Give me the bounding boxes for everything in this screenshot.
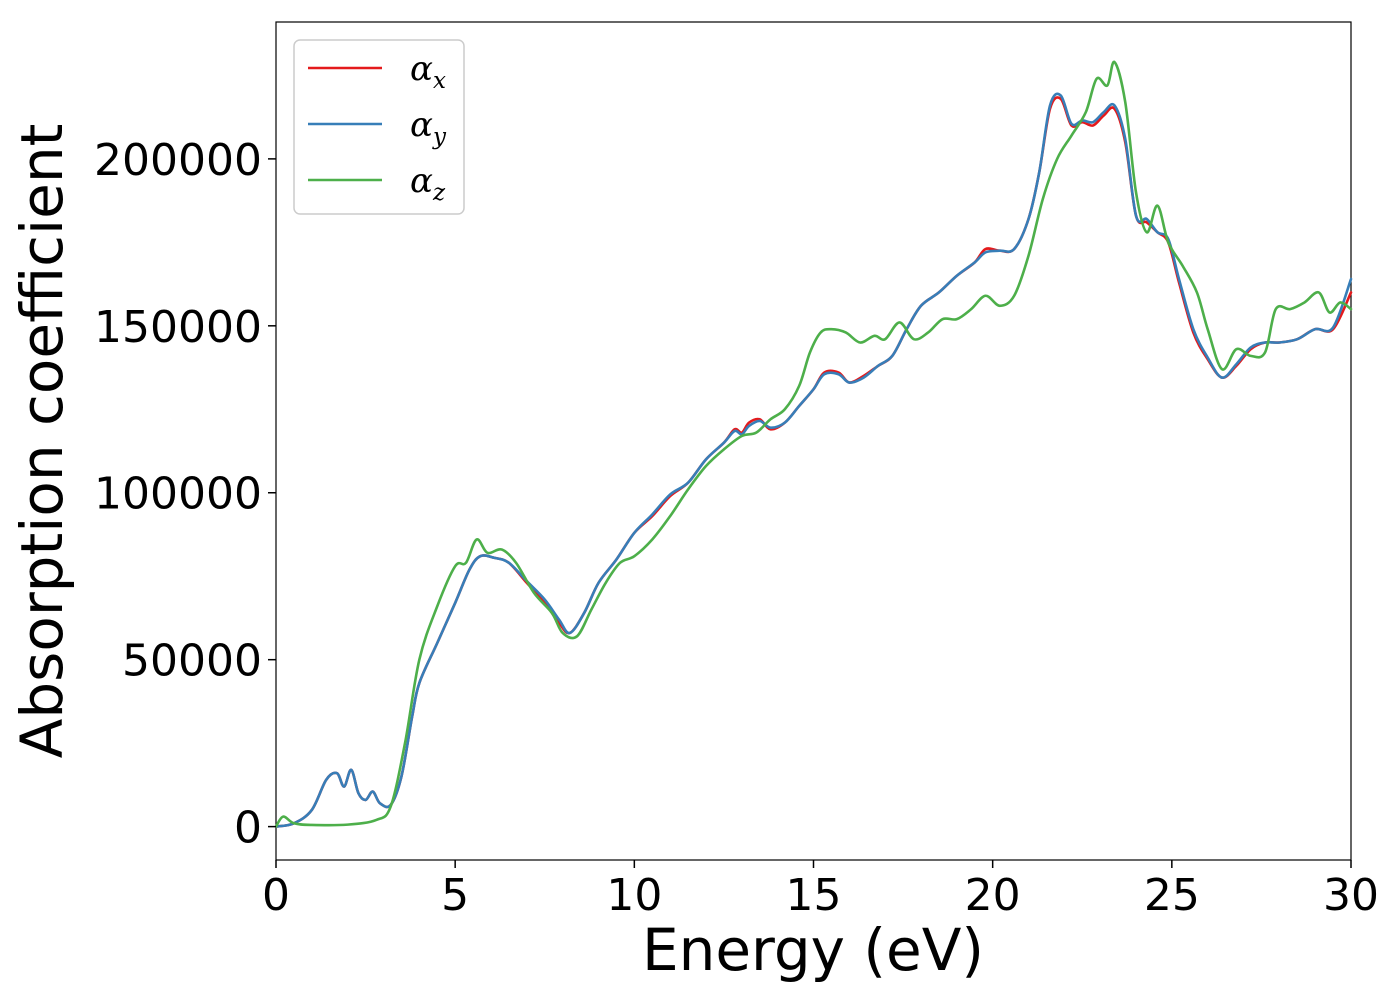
x-tick-label: 20: [965, 870, 1021, 921]
y-tick-label: 150000: [94, 302, 262, 353]
x-tick-label: 25: [1144, 870, 1200, 921]
y-tick-label: 50000: [122, 636, 262, 687]
y-tick-label: 0: [234, 803, 262, 854]
x-tick-label: 0: [262, 870, 290, 921]
legend-label-z: αz: [410, 161, 446, 206]
legend-box: [293, 39, 465, 215]
y-axis: 0 50000 100000 150000 200000: [94, 135, 276, 854]
legend-label-x: αx: [410, 49, 446, 94]
x-tick-label: 30: [1323, 870, 1379, 921]
x-tick-label: 5: [441, 870, 469, 921]
x-tick-label: 10: [606, 870, 662, 921]
series-line-z: [274, 60, 1353, 828]
legend: αx αy αz: [293, 39, 465, 215]
y-tick-label: 200000: [94, 135, 262, 186]
series-group: [274, 60, 1353, 828]
x-axis-label: Energy (eV): [642, 916, 984, 984]
x-tick-label: 15: [786, 870, 842, 921]
x-axis: 0 5 10 15 20 25 30: [262, 860, 1379, 921]
y-axis-label: Absorption coefficient: [8, 124, 76, 759]
legend-label-y: αy: [410, 105, 447, 150]
y-tick-label: 100000: [94, 469, 262, 520]
